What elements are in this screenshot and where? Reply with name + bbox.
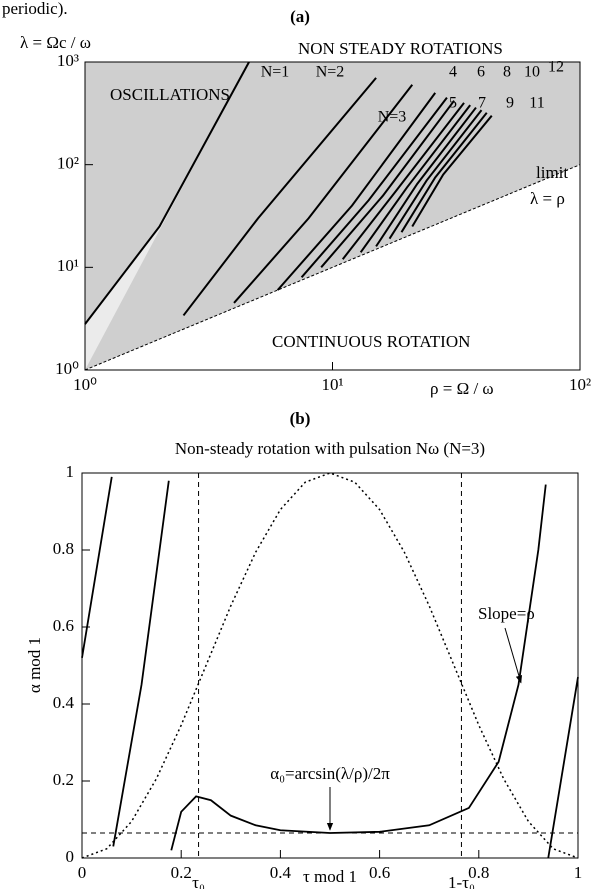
- x-tick-label: 10¹: [321, 375, 343, 394]
- curve: [300, 96, 448, 278]
- limit-label: limit: [536, 163, 568, 182]
- x-axis-label: ρ = Ω / ω: [430, 379, 494, 398]
- limit-line: [84, 164, 581, 371]
- curve-label: 10: [524, 64, 540, 81]
- plot-frame: [81, 472, 579, 859]
- y-tick-label: 10²: [57, 154, 79, 173]
- reference-label: τ₀: [192, 873, 205, 889]
- curve-label: 11: [529, 95, 544, 112]
- curve: [182, 77, 377, 317]
- annotation-arrow: [504, 627, 523, 684]
- y-tick-label: 1: [66, 462, 75, 481]
- y-tick-label: 0.2: [53, 770, 74, 789]
- region-label: OSCILLATIONS: [110, 85, 230, 104]
- y-tick-label: 0.8: [53, 539, 74, 558]
- curve: [276, 92, 437, 291]
- curve: [233, 84, 414, 304]
- chart-title: Non-steady rotation with pulsation Nω (N…: [175, 439, 485, 458]
- x-axis-label: τ mod 1: [303, 867, 357, 886]
- x-tick-label: 10⁰: [73, 375, 97, 394]
- x-tick-label: 1: [574, 863, 583, 882]
- curve-label: 12: [548, 59, 564, 76]
- curve: [359, 104, 471, 253]
- curve: [84, 61, 250, 325]
- x-tick-label: 0: [78, 863, 87, 882]
- reference-label: 1-τ₀: [448, 873, 475, 889]
- y-tick-label: 0: [66, 847, 75, 866]
- curve: [375, 106, 477, 247]
- y-tick-label: 10⁰: [55, 359, 79, 378]
- curve-label: N=2: [316, 64, 345, 81]
- x-tick-label: 0.6: [369, 863, 390, 882]
- region-label: NON STEADY ROTATIONS: [298, 39, 503, 58]
- y-tick-label: 10³: [57, 51, 79, 70]
- x-tick-label: 0.8: [468, 863, 489, 882]
- curve: [341, 102, 465, 260]
- curve-label: 8: [503, 64, 511, 81]
- curve: [411, 115, 493, 227]
- x-tick-label: 10²: [569, 375, 591, 394]
- annotation: α₀=arcsin(λ/ρ)/2π: [270, 764, 390, 783]
- annotation: Slope=ρ: [478, 604, 535, 623]
- region-label: CONTINUOUS ROTATION: [272, 332, 470, 351]
- caption-fragment: periodic).: [2, 0, 68, 18]
- limit-label: λ = ρ: [530, 189, 565, 208]
- curve: [320, 100, 455, 268]
- y-tick-label: 10¹: [57, 256, 79, 275]
- y-tick-label: 0.6: [53, 616, 74, 635]
- y-tick-label: 0.4: [53, 693, 75, 712]
- curve-label: N=3: [378, 109, 407, 126]
- curve-label: N=1: [261, 64, 290, 81]
- x-tick-label: 0.2: [171, 863, 192, 882]
- y-axis-label: λ = Ωc / ω: [20, 33, 91, 52]
- panel-label: (a): [290, 7, 310, 26]
- panel-label: (b): [290, 409, 311, 428]
- curve-label: 7: [478, 95, 486, 112]
- y-axis-label: α mod 1: [25, 637, 44, 693]
- trajectory-curve: [81, 476, 579, 859]
- x-tick-label: 0.4: [270, 863, 292, 882]
- non-steady-region: [85, 62, 580, 370]
- curve: [388, 109, 483, 240]
- curve-label: 9: [506, 95, 514, 112]
- curve: [400, 112, 488, 233]
- curve-label: 6: [477, 64, 485, 81]
- curve-label: 4: [449, 64, 457, 81]
